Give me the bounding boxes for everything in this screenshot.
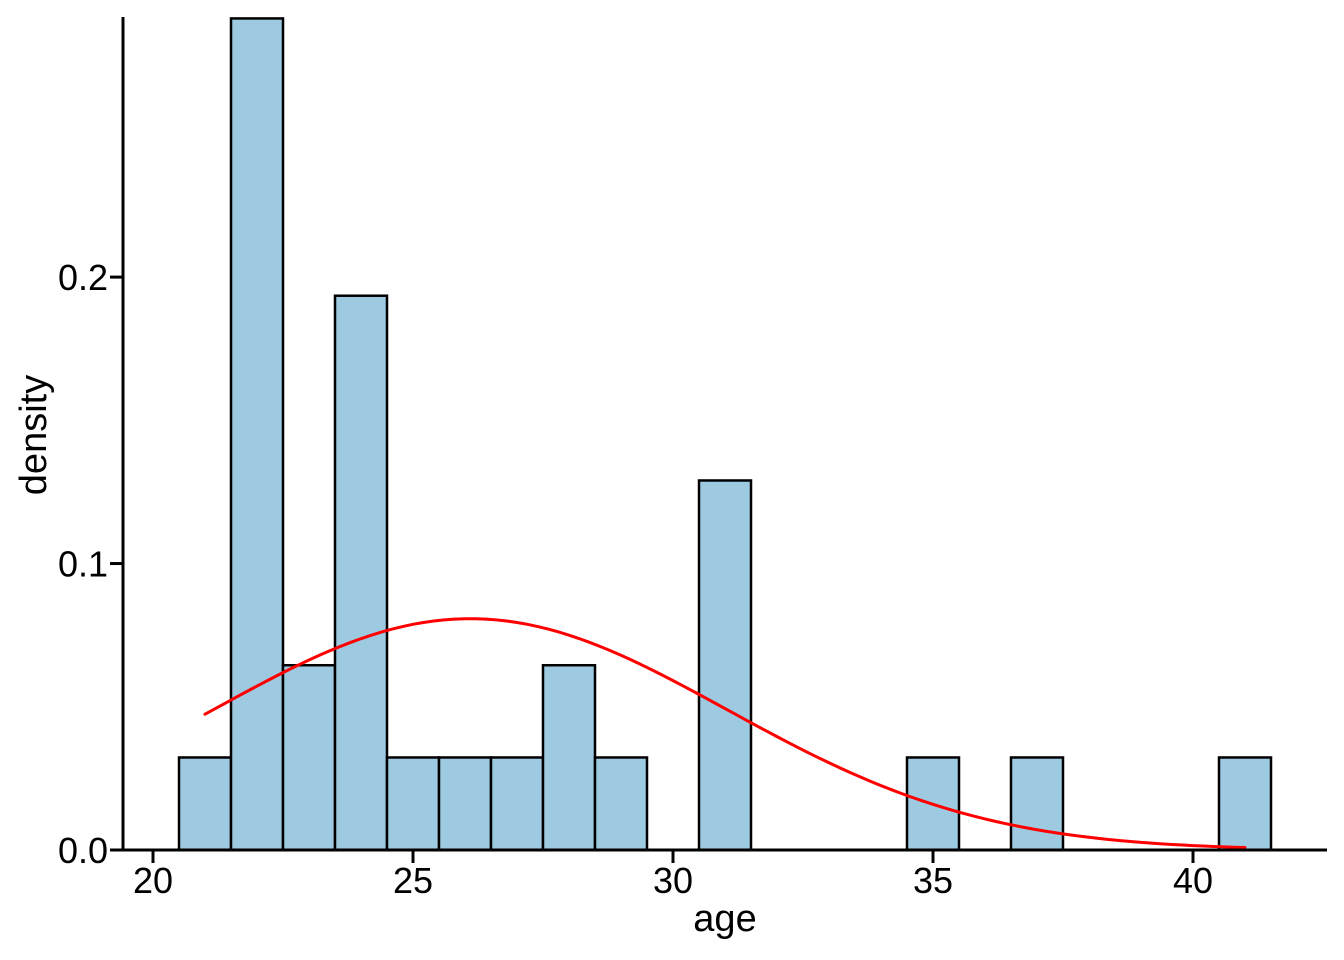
histogram-bar [489,756,545,852]
x-axis-label: age [693,898,756,940]
histogram-bar [385,756,441,852]
y-axis-tick-label: 0.2 [58,257,108,298]
histogram-bar [1217,756,1273,852]
histogram-bar [437,756,493,852]
normal-density-curve [203,617,1247,850]
y-axis-label: density [13,375,55,495]
y-axis-tick-label: 0.0 [58,830,108,871]
x-axis-tick-label: 40 [1173,860,1213,901]
density-curve-group [203,617,1247,850]
x-axis-tick-label: 30 [653,860,693,901]
y-axis-tick-label: 0.1 [58,544,108,585]
x-axis-tick-label: 25 [393,860,433,901]
x-axis-tick-label: 20 [133,860,173,901]
bars-group [177,17,1273,852]
histogram-bar [593,756,649,852]
histogram-bar [697,479,753,852]
histogram-bar [229,17,285,852]
histogram-bar [281,663,337,852]
histogram-bar [333,294,389,852]
axes-group: 20 25 30 35 40 0.0 0.1 0.2 [58,17,1327,901]
histogram-bar [1009,756,1065,852]
x-axis-tick-label: 35 [913,860,953,901]
histogram-bar [541,663,597,852]
histogram-bar [177,756,233,852]
